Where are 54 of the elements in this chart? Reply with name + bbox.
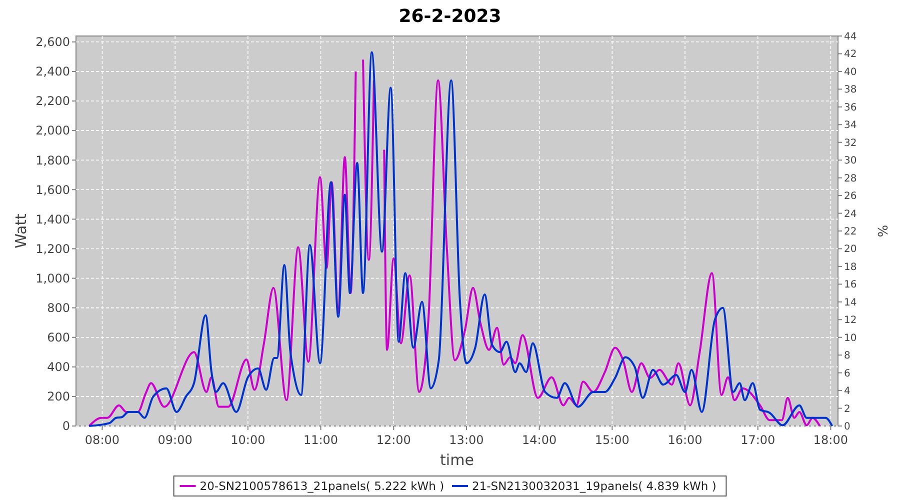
y2-tick-label: 22 bbox=[844, 226, 857, 238]
y2-tick-label: 28 bbox=[844, 173, 857, 184]
chart-title: 26-2-2023 bbox=[398, 6, 502, 27]
y-tick-label: 1,200 bbox=[36, 242, 70, 256]
y-tick-label: 400 bbox=[47, 360, 70, 374]
y2-tick-label: 32 bbox=[844, 138, 857, 149]
y-tick-label: 2,400 bbox=[36, 64, 70, 79]
y2-tick-label: 26 bbox=[844, 191, 857, 202]
y2-tick-label: 44 bbox=[844, 32, 857, 42]
y-tick-label: 2,200 bbox=[36, 94, 70, 108]
y-tick-label: 2,600 bbox=[36, 35, 70, 50]
y-tick-label: 0 bbox=[62, 419, 70, 434]
y-tick-label: 2,000 bbox=[36, 124, 70, 138]
x-tick-label: 17:00 bbox=[740, 433, 776, 447]
x-tick-label: 10:00 bbox=[230, 433, 266, 447]
y-tick-label: 200 bbox=[47, 390, 70, 404]
y2-tick-label: 40 bbox=[844, 66, 857, 78]
y2-tick-label: 30 bbox=[844, 156, 857, 167]
y2-tick-label: 34 bbox=[844, 120, 857, 132]
y2-axis-title: % bbox=[874, 224, 889, 238]
x-tick-label: 08:00 bbox=[84, 433, 120, 447]
y2-tick-label: 0 bbox=[844, 422, 850, 432]
y2-tick-label: 16 bbox=[844, 280, 857, 291]
y2-tick-label: 2 bbox=[844, 404, 850, 415]
x-tick-label: 18:00 bbox=[813, 433, 848, 447]
x-tick-label: 16:00 bbox=[668, 433, 702, 447]
x-tick-label: 15:00 bbox=[594, 433, 630, 447]
x-tick-label: 12:00 bbox=[376, 433, 411, 447]
y-axis-title: Watt bbox=[12, 213, 30, 248]
y2-tick-label: 38 bbox=[844, 84, 857, 96]
y2-tick-label: 24 bbox=[844, 208, 857, 220]
y-tick-label: 1,000 bbox=[36, 271, 70, 286]
y2-tick-label: 10 bbox=[844, 332, 857, 344]
y-tick-label: 1,400 bbox=[36, 212, 70, 226]
x-tick-label: 09:00 bbox=[158, 433, 192, 447]
legend-label: 20-SN2100578613_21panels( 5.222 kWh ) bbox=[200, 479, 444, 494]
x-axis-title: time bbox=[440, 451, 474, 469]
y2-tick-label: 8 bbox=[844, 350, 850, 362]
y-tick-label: 600 bbox=[47, 330, 70, 345]
y2-tick-label: 42 bbox=[844, 49, 857, 60]
y2-tick-label: 12 bbox=[844, 315, 857, 326]
x-tick-label: 13:00 bbox=[449, 433, 484, 447]
x-tick-label: 14:00 bbox=[522, 433, 557, 447]
x-tick-label: 11:00 bbox=[303, 433, 338, 447]
y-tick-label: 800 bbox=[47, 301, 70, 316]
y-tick-label: 1,800 bbox=[36, 153, 70, 168]
y-tick-label: 1,600 bbox=[36, 182, 70, 197]
y2-tick-label: 6 bbox=[844, 368, 850, 380]
y2-tick-label: 36 bbox=[844, 102, 857, 114]
y2-tick-label: 20 bbox=[844, 244, 857, 256]
legend-label: 21-SN2130032031_19panels( 4.839 kWh ) bbox=[472, 479, 716, 494]
y2-tick-label: 4 bbox=[844, 386, 850, 398]
y2-tick-label: 18 bbox=[844, 262, 857, 273]
y2-tick-label: 14 bbox=[844, 297, 857, 308]
